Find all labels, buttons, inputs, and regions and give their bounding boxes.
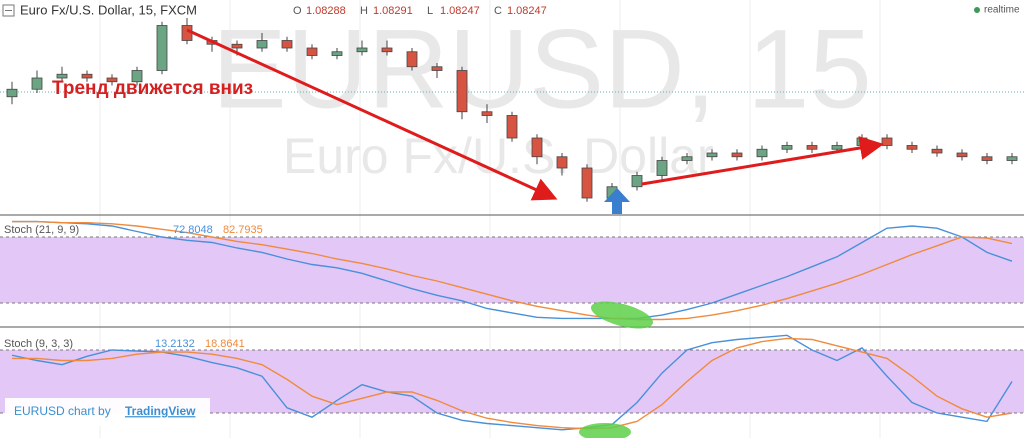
grid: [99, 0, 881, 438]
candle-body: [756, 148, 768, 158]
candle-body: [56, 73, 68, 79]
candle-body: [81, 73, 93, 79]
footer-text: EURUSD chart by: [14, 404, 111, 418]
ohlc-value: 1.08247: [507, 5, 547, 17]
candle-body: [31, 77, 43, 90]
trend-arrow: [186, 28, 558, 201]
status: realtime: [984, 5, 1020, 16]
candle-body: [506, 115, 518, 139]
candle-body: [706, 152, 718, 158]
candle-body: [131, 70, 143, 83]
candle-body: [806, 145, 818, 150]
ohlc-label: H: [360, 5, 368, 17]
stoch-title: Stoch (9, 3, 3): [4, 338, 73, 350]
candle-body: [231, 43, 243, 49]
stoch-line: [12, 220, 1013, 321]
candle-body: [656, 160, 668, 176]
ohlc-label: L: [427, 5, 433, 17]
status-dot: [974, 7, 980, 13]
ohlc-label: O: [293, 5, 302, 17]
candle-body: [531, 137, 543, 158]
candle-body: [631, 175, 643, 188]
candle-body: [731, 152, 743, 158]
candle-body: [431, 66, 443, 71]
ohlc-label: C: [494, 5, 502, 17]
band-fill: [0, 237, 1024, 303]
candle-body: [106, 77, 118, 83]
stoch-pane: Stoch (21, 9, 9) 72.8048 82.7935: [0, 220, 1024, 321]
candle-body: [306, 47, 318, 56]
candle-body: [781, 145, 793, 150]
signal-ellipse: [590, 301, 654, 329]
candle-body: [581, 167, 593, 199]
watermark-name: Euro Fx/U.S. Dollar: [283, 128, 714, 184]
candle-body: [6, 88, 18, 98]
candle-body: [956, 152, 968, 158]
collapse-icon[interactable]: [2, 4, 15, 17]
stoch-title: Stoch (21, 9, 9): [4, 224, 79, 236]
signal-arrow: [604, 188, 630, 214]
candle-body: [356, 47, 368, 53]
candle-body: [881, 137, 893, 146]
candle-body: [1006, 156, 1018, 161]
trend-arrow: [641, 136, 884, 186]
stoch-readout: 72.8048: [173, 224, 213, 236]
candle-body: [331, 51, 343, 56]
candle-body: [256, 40, 268, 49]
signal-ellipse: [579, 423, 631, 438]
stoch-line: [12, 220, 1013, 320]
candle-body: [281, 40, 293, 49]
stoch-readout: 82.7935: [223, 224, 263, 236]
candle-body: [831, 145, 843, 150]
candle-body: [931, 148, 943, 154]
candle-body: [556, 156, 568, 169]
ohlc-value: 1.08247: [440, 5, 480, 17]
candle-body: [381, 47, 393, 53]
footer-box: [5, 398, 210, 426]
annotation: Тренд движется вниз: [52, 78, 253, 99]
candle-body: [856, 137, 868, 146]
main-pane: EURUSD, 15 Euro Fx/U.S. Dollar: [0, 7, 1024, 202]
symbol-title[interactable]: Euro Fx/U.S. Dollar, 15, FXCM: [20, 2, 197, 17]
candle-body: [481, 111, 493, 116]
candle-body: [681, 156, 693, 161]
candle-body: [981, 156, 993, 161]
stoch-readout: 18.8641: [205, 338, 245, 350]
candle-body: [406, 51, 418, 68]
watermark-symbol: EURUSD, 15: [212, 7, 872, 132]
ohlc-value: 1.08288: [306, 5, 346, 17]
footer-link[interactable]: TradingView: [125, 404, 196, 418]
stoch-line: [11, 334, 1013, 431]
candle-body: [156, 25, 168, 71]
stoch-line: [12, 337, 1013, 430]
candle-body: [906, 145, 918, 150]
candle-body: [456, 70, 468, 113]
stoch-readout: 13.2132: [155, 338, 195, 350]
ohlc-value: 1.08291: [373, 5, 413, 17]
